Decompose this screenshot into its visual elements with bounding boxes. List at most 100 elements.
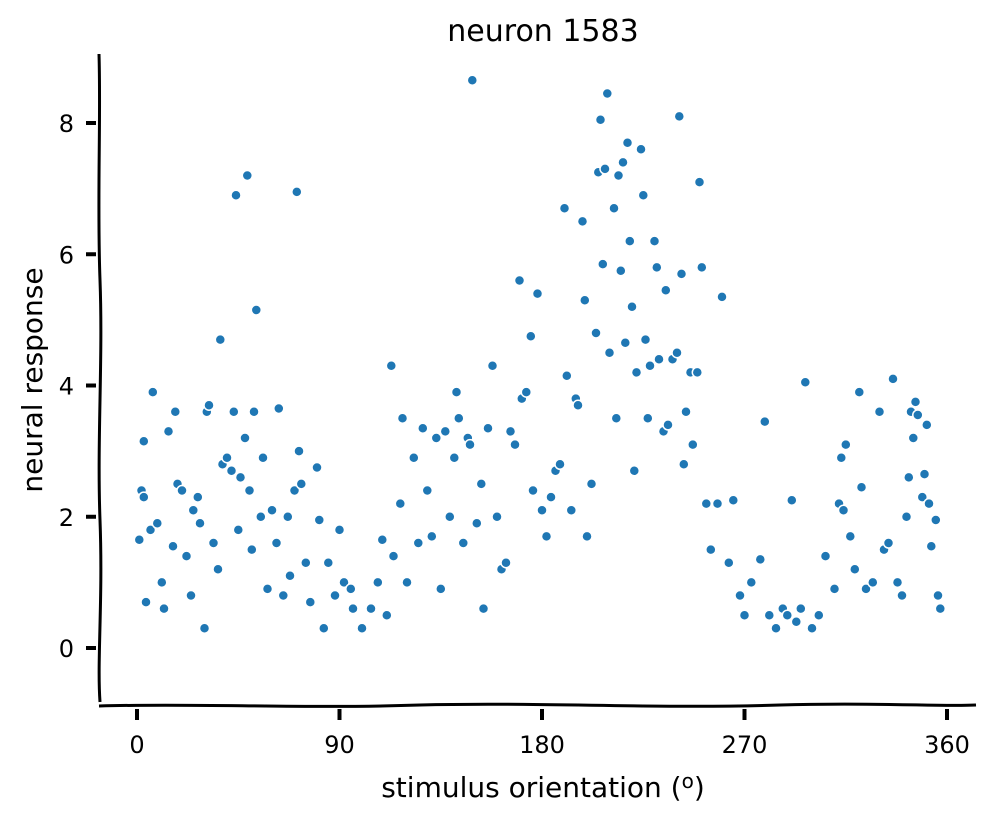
data-point (257, 451, 269, 464)
data-point (232, 524, 245, 536)
data-point (565, 504, 578, 516)
data-point (270, 537, 283, 549)
data-point (471, 517, 483, 530)
data-point (444, 511, 456, 523)
data-points (133, 74, 947, 635)
data-point (212, 563, 224, 576)
data-point (608, 202, 620, 215)
data-point (637, 189, 650, 201)
data-point (417, 422, 429, 434)
data-point (590, 327, 602, 339)
data-point (450, 386, 463, 398)
y-tick-label: 6 (59, 241, 74, 269)
y-tick-label: 4 (59, 373, 74, 401)
y-tick-label: 2 (59, 504, 74, 532)
data-point (293, 445, 305, 457)
data-point (158, 602, 170, 615)
data-point (853, 386, 866, 398)
y-axis-ticks: 0 2 4 6 8 (59, 110, 96, 663)
data-point (891, 576, 904, 589)
data-point (180, 550, 193, 562)
data-point (509, 438, 521, 451)
chart-title: neuron 1583 (447, 14, 638, 49)
data-point (849, 563, 861, 576)
data-point (147, 386, 159, 398)
data-point (525, 330, 537, 343)
y-axis-spine (97, 53, 103, 703)
data-point (594, 113, 607, 126)
data-point (626, 301, 638, 313)
data-point (266, 504, 278, 516)
data-point (243, 484, 256, 497)
data-point (185, 589, 197, 602)
data-point (603, 346, 616, 359)
data-point (466, 74, 479, 87)
y-tick-label: 0 (59, 635, 74, 663)
data-point (693, 176, 706, 188)
data-point (790, 616, 803, 628)
data-point (781, 609, 794, 621)
data-point (162, 425, 175, 438)
data-point (151, 517, 164, 530)
data-point (806, 622, 818, 635)
data-point (273, 402, 285, 415)
data-point (313, 514, 326, 526)
data-point (457, 537, 470, 549)
x-tick-label: 270 (722, 731, 768, 759)
data-point (617, 156, 629, 169)
data-point (234, 471, 247, 484)
data-point (630, 366, 643, 379)
data-point (133, 533, 146, 546)
data-point (372, 576, 384, 589)
data-point (572, 399, 584, 411)
data-point (345, 583, 357, 595)
data-point (239, 432, 251, 444)
data-point (138, 491, 150, 503)
data-point (653, 353, 665, 366)
data-point (221, 451, 233, 464)
data-point (214, 333, 227, 346)
data-point (387, 550, 400, 562)
data-point (918, 468, 931, 480)
data-point (291, 186, 303, 198)
data-point (554, 458, 566, 471)
data-point (500, 556, 512, 569)
data-point (144, 524, 157, 536)
data-point (882, 537, 895, 549)
data-point (187, 504, 200, 516)
data-point (228, 406, 240, 418)
data-point (295, 478, 308, 490)
data-point (896, 589, 908, 602)
data-point (621, 136, 634, 149)
data-point (934, 602, 947, 615)
data-point (475, 478, 488, 490)
x-tick-label: 0 (129, 731, 144, 759)
data-point (545, 491, 557, 503)
data-point (619, 337, 632, 349)
data-point (763, 609, 776, 621)
data-point (705, 543, 717, 556)
data-point (156, 576, 168, 589)
data-point (255, 511, 267, 523)
data-point (813, 609, 825, 621)
data-point (536, 504, 548, 516)
data-point (329, 589, 341, 602)
data-point (860, 583, 872, 595)
data-point (745, 576, 758, 589)
data-point (691, 366, 704, 379)
data-point (642, 412, 654, 425)
data-point (639, 333, 652, 346)
data-point (819, 550, 832, 562)
data-point (194, 517, 206, 530)
data-point (513, 274, 526, 287)
data-point (365, 602, 377, 615)
y-tick-label: 8 (59, 110, 74, 138)
data-point (759, 415, 771, 428)
data-point (396, 412, 409, 425)
x-tick-label: 90 (324, 731, 355, 759)
data-point (491, 511, 503, 523)
data-point (770, 622, 782, 635)
data-point (140, 596, 152, 608)
data-point (754, 553, 767, 566)
